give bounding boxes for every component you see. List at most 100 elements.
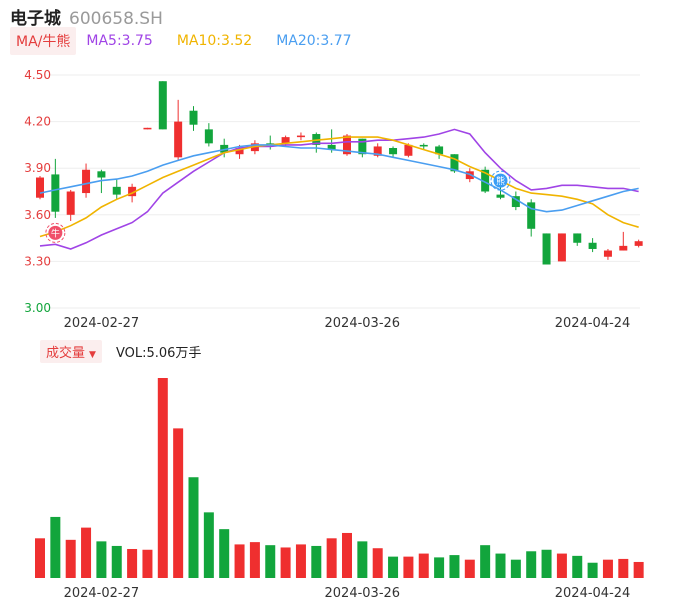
volume-date-axis: 2024-02-27 2024-03-26 2024-04-24 xyxy=(64,586,631,601)
price-grid xyxy=(48,74,640,309)
candle xyxy=(542,233,551,265)
price-date-axis: 2024-02-27 2024-03-26 2024-04-24 xyxy=(64,316,631,331)
volume-indicator-label: 成交量 xyxy=(46,345,86,361)
candle-body xyxy=(603,250,612,257)
volume-indicator-selector[interactable]: 成交量 ▼ xyxy=(40,339,102,363)
candle xyxy=(588,238,597,253)
price-axis: 4.50 4.20 3.90 3.60 3.30 3.00 xyxy=(24,68,51,315)
price-date-label: 2024-02-27 xyxy=(64,316,140,331)
volume-bar xyxy=(81,527,92,578)
volume-bar xyxy=(602,559,613,578)
volume-bar xyxy=(403,556,414,578)
candle xyxy=(158,81,167,130)
candle xyxy=(327,129,336,153)
price-tick-label: 3.00 xyxy=(24,301,51,315)
volume-bars xyxy=(35,378,644,578)
volume-bar xyxy=(587,562,598,578)
volume-bar xyxy=(280,547,291,578)
volume-bar xyxy=(234,544,245,578)
volume-bar xyxy=(434,557,445,578)
volume-bar xyxy=(342,532,352,578)
candle xyxy=(296,132,305,141)
candle xyxy=(527,199,536,237)
candle xyxy=(511,191,520,211)
candle-body xyxy=(588,242,597,249)
volume-bar xyxy=(541,549,552,578)
price-date-label: 2024-03-26 xyxy=(325,316,401,331)
candle xyxy=(435,144,444,159)
volume-bar xyxy=(311,545,322,578)
candle-body xyxy=(527,202,536,229)
volume-bar xyxy=(372,548,383,578)
volume-date-label: 2024-02-27 xyxy=(64,586,140,601)
candle-body xyxy=(573,233,582,243)
ma-legend: MA/牛熊 MA5:3.75 MA10:3.52 MA20:3.77 xyxy=(10,27,366,55)
candle xyxy=(36,175,44,200)
candle-body xyxy=(481,169,490,192)
candle-body xyxy=(204,129,213,144)
volume-value: VOL:5.06万手 xyxy=(115,345,202,361)
candle-body xyxy=(128,186,137,197)
candle-body xyxy=(296,135,305,138)
volume-bar xyxy=(510,559,521,578)
candle-body xyxy=(619,245,628,251)
price-tick-label: 3.60 xyxy=(24,208,51,222)
volume-bar xyxy=(96,541,107,578)
volume-bar xyxy=(219,529,230,578)
volume-bar xyxy=(526,551,537,578)
stock-name: 电子城 xyxy=(10,9,61,29)
price-tick-label: 4.20 xyxy=(24,115,51,129)
candle-body xyxy=(343,135,351,155)
candle-body xyxy=(143,127,152,130)
volume-date-label: 2024-04-24 xyxy=(555,586,631,601)
volume-bar xyxy=(495,553,506,578)
ma10-line xyxy=(39,136,639,238)
candle-body xyxy=(450,154,459,172)
caret-down-icon: ▼ xyxy=(89,349,96,360)
candle-body xyxy=(389,148,398,155)
candle-body xyxy=(419,144,428,147)
bull-marker-icon[interactable]: 牛 xyxy=(45,222,66,243)
candle xyxy=(496,186,505,200)
volume-bar xyxy=(173,428,184,578)
candle xyxy=(389,146,398,158)
ma-indicator-selector[interactable]: MA/牛熊 xyxy=(10,27,77,55)
stock-code: 600658.SH xyxy=(69,9,163,29)
candle-body xyxy=(36,177,44,198)
ma20-legend: MA20:3.77 xyxy=(276,33,352,49)
candle-body xyxy=(511,196,520,208)
candle-body xyxy=(542,233,551,265)
candle xyxy=(619,231,628,251)
volume-bar xyxy=(618,558,629,578)
candle-body xyxy=(220,144,229,153)
volume-bar xyxy=(480,545,491,578)
volume-bar xyxy=(188,477,199,578)
candle xyxy=(634,239,643,248)
volume-bar xyxy=(464,559,475,578)
candle xyxy=(266,135,275,150)
volume-bar xyxy=(203,512,214,578)
volume-bar xyxy=(142,549,153,578)
ma5-line xyxy=(39,128,639,250)
volume-bar xyxy=(127,548,138,578)
candle xyxy=(189,106,198,131)
price-tick-label: 3.90 xyxy=(24,161,51,175)
candle xyxy=(204,123,213,147)
bear-marker-icon[interactable]: 熊 xyxy=(490,170,511,191)
stock-header: 电子城 600658.SH xyxy=(10,4,163,29)
candle-body xyxy=(51,174,60,212)
candle-body xyxy=(557,233,566,262)
candle xyxy=(82,163,91,198)
candle xyxy=(174,99,183,161)
candle-body xyxy=(435,146,444,155)
volume-bar xyxy=(449,555,460,578)
volume-bar xyxy=(50,516,61,578)
volume-bar xyxy=(295,544,306,578)
ma10-legend: MA10:3.52 xyxy=(176,33,253,49)
price-tick-label: 4.50 xyxy=(24,68,51,82)
candle-body xyxy=(373,146,382,156)
volume-bar xyxy=(388,556,399,578)
volume-bar xyxy=(357,541,368,578)
candle-body xyxy=(634,241,643,246)
